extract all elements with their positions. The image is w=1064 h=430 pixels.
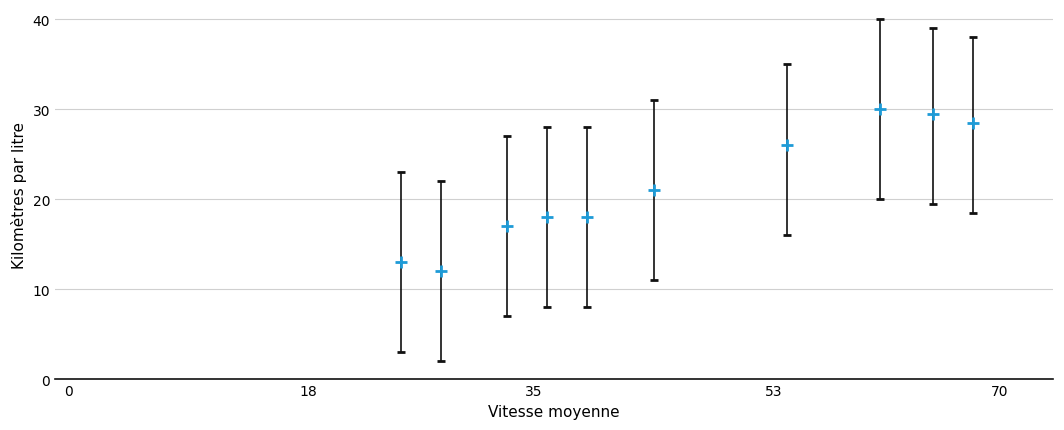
Y-axis label: Kilomètres par litre: Kilomètres par litre — [11, 122, 27, 269]
X-axis label: Vitesse moyenne: Vitesse moyenne — [488, 404, 620, 419]
